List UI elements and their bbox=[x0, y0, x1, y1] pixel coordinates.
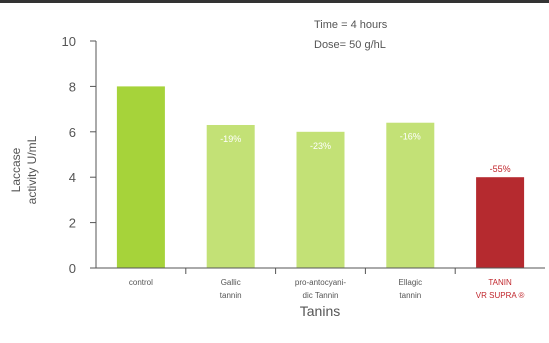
annotation-time: Time = 4 hours bbox=[314, 19, 388, 31]
bars: -19% -23% -16% -55% bbox=[116, 86, 525, 269]
bar-value-label: -16% bbox=[400, 132, 421, 142]
bar bbox=[476, 177, 525, 268]
chart-annotations: Time = 4 hours Dose= 50 g/hL bbox=[314, 19, 388, 51]
y-axis-label-line-2: activity U/mL bbox=[25, 135, 39, 204]
x-category-label: TANIN bbox=[488, 278, 512, 287]
x-category-label: pro-antocyani- bbox=[295, 278, 346, 287]
y-tick-label: 6 bbox=[69, 125, 76, 140]
bar bbox=[296, 131, 345, 268]
x-category-label: control bbox=[129, 278, 153, 287]
x-category-label: VR SUPRA ® bbox=[476, 291, 525, 300]
y-tick-label: 10 bbox=[62, 34, 76, 49]
y-axis-ticks: 0 2 4 6 8 10 bbox=[62, 34, 96, 276]
annotation-dose: Dose= 50 g/hL bbox=[314, 39, 386, 51]
x-axis-category-labels: control Gallic tannin pro-antocyani-dic Tan… bbox=[129, 268, 525, 300]
x-category-label: Gallic bbox=[221, 278, 241, 287]
x-category-label: tannin bbox=[399, 291, 421, 300]
y-tick-label: 8 bbox=[69, 79, 76, 94]
axes bbox=[95, 41, 545, 269]
top-border-line bbox=[0, 0, 549, 3]
bar-value-label: -55% bbox=[490, 164, 511, 174]
bar bbox=[206, 124, 255, 269]
y-axis-label-line-1: Laccase bbox=[9, 147, 23, 192]
bar bbox=[116, 86, 165, 269]
x-category-label: tannin bbox=[220, 291, 242, 300]
x-axis-label: Tanins bbox=[300, 303, 340, 319]
x-category-label: Ellagic bbox=[399, 278, 423, 287]
y-tick-label: 2 bbox=[69, 216, 76, 231]
x-category-label: dic Tannin bbox=[303, 291, 339, 300]
y-axis-label: Laccase activity U/mL bbox=[9, 135, 39, 204]
y-tick-label: 0 bbox=[69, 261, 76, 276]
bar bbox=[386, 122, 435, 268]
bar-value-label: -19% bbox=[220, 134, 241, 144]
bar-value-label: -23% bbox=[310, 141, 331, 151]
y-tick-label: 4 bbox=[69, 170, 76, 185]
